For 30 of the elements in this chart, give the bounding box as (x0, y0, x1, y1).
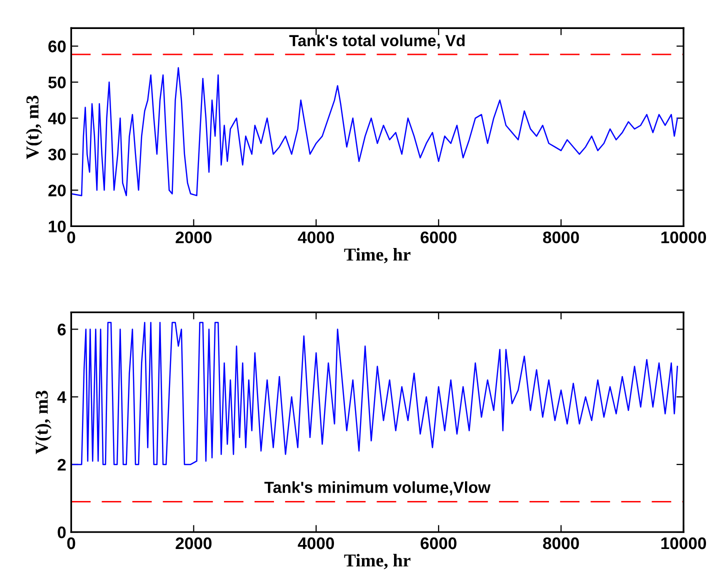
x-tick-label: 8000 (543, 537, 579, 550)
x-axis-title: Time, hr (344, 248, 410, 264)
y-tick-label: 2 (58, 458, 66, 471)
x-tick-label: 0 (67, 231, 76, 244)
x-tick-label: 6000 (420, 537, 456, 550)
y-axis-title: V(t), m3 (35, 390, 52, 454)
y-tick-label: 60 (48, 40, 66, 52)
x-axis-title: Time, hr (344, 554, 410, 570)
x-tick-label: 4000 (298, 231, 334, 244)
x-tick-label: 2000 (176, 537, 212, 550)
x-tick-label: 2000 (176, 231, 212, 244)
y-tick-label: 40 (48, 112, 66, 124)
line-series (71, 322, 678, 466)
x-tick-label: 8000 (543, 231, 579, 244)
y-tick-label: 50 (48, 76, 66, 88)
x-tick-label: 10000 (661, 537, 706, 550)
y-tick-label: 6 (58, 324, 66, 336)
x-tick-label: 4000 (298, 537, 334, 550)
x-tick-label: 6000 (420, 231, 456, 244)
y-axis-title: V(t), m3 (26, 96, 42, 160)
x-tick-label: 10000 (661, 231, 706, 244)
y-tick-label: 10 (48, 220, 66, 232)
ref-line-label: Tank's total volume, Vd (289, 34, 465, 49)
y-tick-label: 0 (58, 526, 66, 538)
ref-line-label: Tank's minimum volume,Vlow (264, 481, 491, 496)
y-tick-label: 30 (48, 148, 66, 160)
x-tick-label: 0 (67, 537, 76, 550)
y-tick-label: 4 (57, 391, 66, 403)
line-series (71, 67, 678, 196)
y-tick-label: 20 (48, 184, 66, 196)
